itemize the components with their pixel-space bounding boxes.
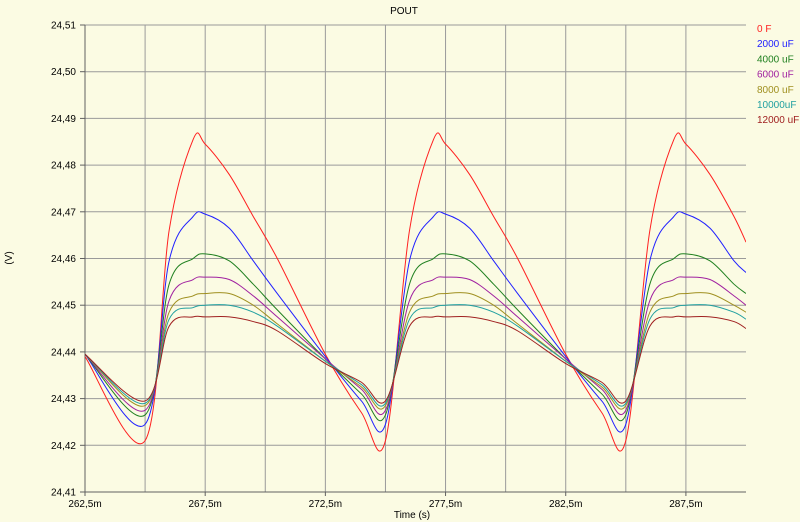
legend-entry-2: 4000 uF: [757, 54, 794, 65]
y-tick-label: 24,50: [51, 67, 76, 78]
tick-labels: 24,41 24,42 24,43 24,44 24,45 24,46 24,47 24,48…: [51, 21, 703, 511]
y-tick-label: 24,47: [51, 207, 76, 218]
legend-entry-5: 10000uF: [757, 100, 796, 111]
y-tick-label: 24,49: [51, 114, 76, 125]
series-line-3: [85, 276, 746, 415]
y-tick-label: 24,51: [51, 21, 76, 32]
y-tick-label: 24,44: [51, 347, 76, 358]
series-line-1: [85, 211, 746, 433]
legend-entry-0: 0 F: [757, 24, 771, 35]
x-tick-label: 262,5m: [68, 499, 101, 510]
series-line-2: [85, 253, 746, 422]
series-line-4: [85, 292, 746, 410]
y-tick-label: 24,43: [51, 394, 76, 405]
y-tick-label: 24,46: [51, 254, 76, 265]
x-tick-label: 272,5m: [309, 499, 342, 510]
y-tick-label: 24,42: [51, 441, 76, 452]
y-tick-label: 24,41: [51, 488, 76, 499]
y-axis-title: (V): [4, 251, 15, 264]
series-lines: [85, 132, 746, 452]
series-line-6: [85, 315, 746, 404]
legend-entry-3: 6000 uF: [757, 70, 794, 81]
x-tick-label: 282,5m: [549, 499, 582, 510]
legend: 0 F 2000 uF 4000 uF 6000 uF 8000 uF 10000uF 12…: [757, 24, 799, 126]
x-tick-label: 267,5m: [189, 499, 222, 510]
legend-entry-4: 8000 uF: [757, 85, 794, 96]
series-line-0: [85, 132, 746, 452]
legend-entry-1: 2000 uF: [757, 39, 794, 50]
y-tick-label: 24,45: [51, 301, 76, 312]
legend-entry-6: 12000 uF: [757, 115, 799, 126]
series-line-5: [85, 304, 746, 407]
chart-title: POUT: [390, 6, 418, 17]
grid: [84, 24, 746, 493]
x-tick-label: 277,5m: [429, 499, 462, 510]
x-tick-label: 287,5m: [669, 499, 702, 510]
x-axis-title: Time (s): [394, 510, 430, 521]
y-tick-label: 24,48: [51, 161, 76, 172]
